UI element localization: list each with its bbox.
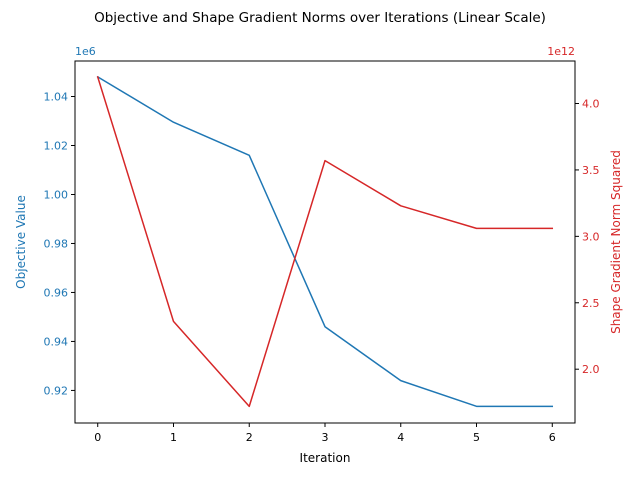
- left-tick-label: 0.92: [44, 384, 69, 397]
- x-tick-label: 4: [397, 431, 404, 444]
- left-y-axis-label: Objective Value: [14, 195, 28, 289]
- right-axis-offset-text: 1e12: [547, 45, 575, 58]
- plot-frame: [74, 60, 576, 424]
- x-axis-label: Iteration: [300, 451, 351, 465]
- x-tick-label: 3: [322, 431, 329, 444]
- left-tick-label: 0.96: [44, 286, 69, 299]
- right-tick-label: 3.0: [582, 230, 600, 243]
- x-tick-label: 1: [170, 431, 177, 444]
- shape-gradient-norm-line: [96, 76, 554, 408]
- objective-value-line: [96, 75, 554, 408]
- right-y-axis-label: Shape Gradient Norm Squared: [609, 150, 623, 334]
- right-tick-label: 2.0: [582, 363, 600, 376]
- left-tick-label: 1.04: [44, 91, 69, 104]
- right-tick-label: 4.0: [582, 98, 600, 111]
- right-tick-label: 3.5: [582, 164, 600, 177]
- right-tick-label: 2.5: [582, 297, 600, 310]
- left-tick-label: 0.94: [44, 335, 69, 348]
- chart-title: Objective and Shape Gradient Norms over …: [94, 10, 546, 26]
- x-tick-label: 0: [94, 431, 101, 444]
- left-tick-label: 1.00: [44, 188, 69, 201]
- left-y-axis: 0.92 0.94 0.96 0.98 1.00 1.02 1.04: [44, 91, 75, 397]
- x-axis: 0 1 2 3 4 5 6: [94, 423, 556, 444]
- x-tick-label: 2: [246, 431, 253, 444]
- left-axis-offset-text: 1e6: [75, 45, 96, 58]
- x-tick-label: 6: [549, 431, 556, 444]
- left-tick-label: 0.98: [44, 237, 69, 250]
- left-tick-label: 1.02: [44, 139, 69, 152]
- x-tick-label: 5: [473, 431, 480, 444]
- right-y-axis: 2.0 2.5 3.0 3.5 4.0: [575, 98, 600, 376]
